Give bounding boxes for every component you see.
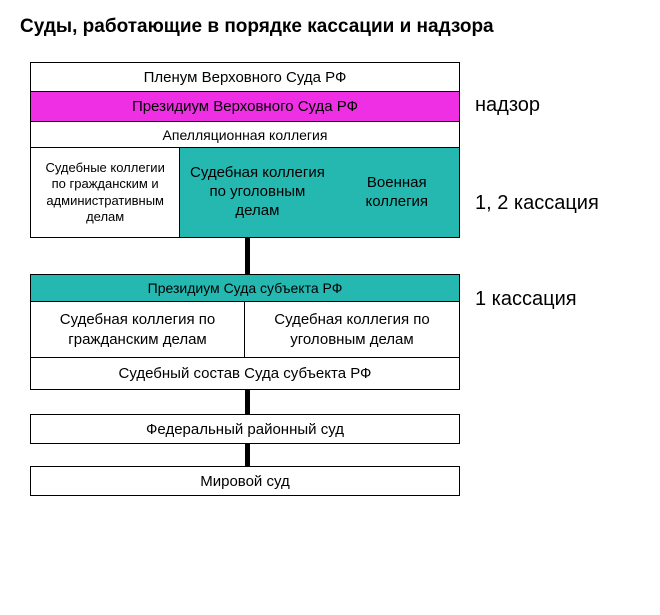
subject-civil-box: Судебная коллегия по гражданским делам [30, 302, 245, 358]
connector-1 [245, 238, 250, 274]
criminal-collegium-box: Судебная коллегия по уголовным делам [180, 148, 334, 237]
military-collegium-box: Военная коллегия [335, 148, 459, 237]
presidium-subject-box: Президиум Суда субъекта РФ [30, 274, 460, 302]
subject-court-group: Президиум Суда субъекта РФ Судебная колл… [30, 274, 460, 390]
subject-collegia-row: Судебная коллегия по гражданским делам С… [30, 302, 460, 358]
subject-criminal-box: Судебная коллегия по уголовным делам [245, 302, 460, 358]
connector-2 [245, 390, 250, 414]
plenum-box: Пленум Верховного Суда РФ [30, 62, 460, 92]
presidium-rf-box: Президиум Верховного Суда РФ [30, 92, 460, 122]
supreme-court-group: Пленум Верховного Суда РФ Президиум Верх… [30, 62, 460, 238]
diagram-title: Суды, работающие в порядке кассации и на… [20, 16, 640, 38]
appeal-collegium-box: Апелляционная коллегия [30, 122, 460, 148]
annotation-cassation-1: 1 кассация [475, 288, 577, 311]
annotation-nadzor: надзор [475, 94, 540, 117]
annotation-cassation-12: 1, 2 кассация [475, 192, 599, 215]
collegia-row: Судебные коллегии по гражданским и админ… [30, 148, 460, 238]
mirovoy-court-box: Мировой суд [30, 466, 460, 496]
district-court-box: Федеральный районный суд [30, 414, 460, 444]
diagram-container: Пленум Верховного Суда РФ Президиум Верх… [20, 62, 640, 496]
subject-sostav-box: Судебный состав Суда субъекта РФ [30, 358, 460, 390]
civil-collegium-box: Судебные коллегии по гражданским и админ… [31, 148, 180, 237]
connector-3 [245, 444, 250, 466]
